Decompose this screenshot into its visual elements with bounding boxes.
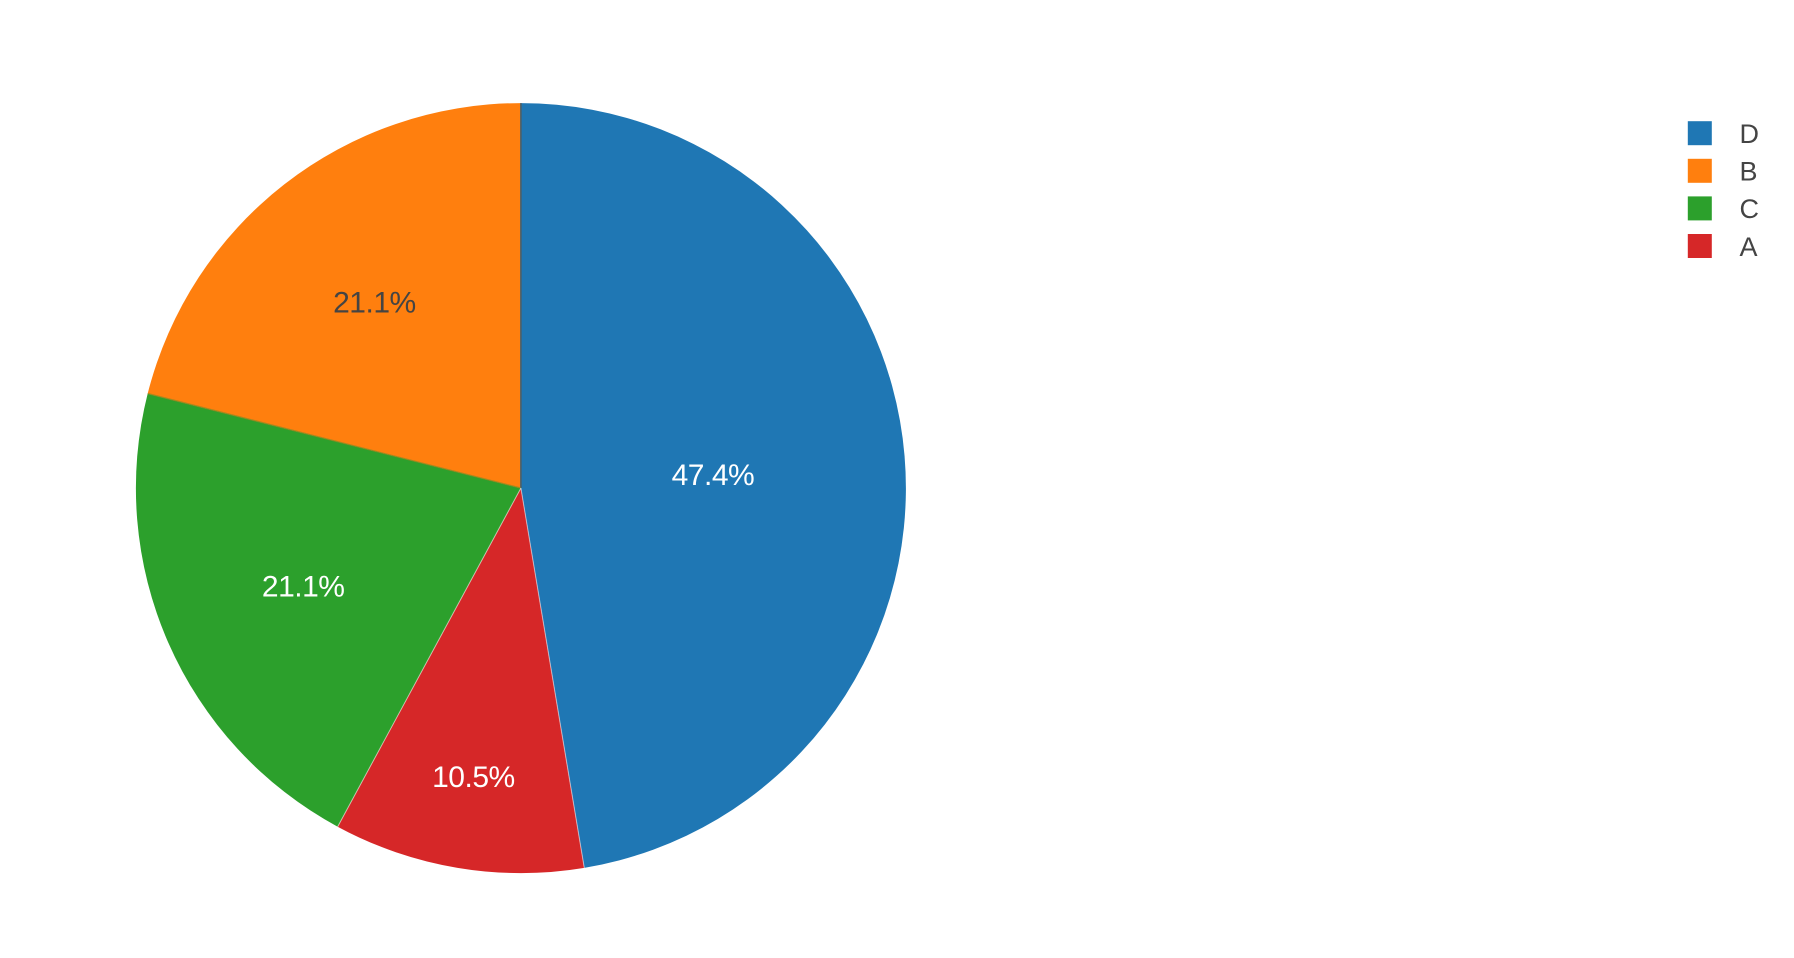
- svg-text:B: B: [1740, 157, 1758, 187]
- svg-text:D: D: [1740, 119, 1760, 149]
- svg-text:C: C: [1740, 194, 1760, 224]
- svg-text:21.1%: 21.1%: [262, 571, 345, 604]
- svg-text:10.5%: 10.5%: [432, 761, 515, 794]
- svg-text:47.4%: 47.4%: [672, 459, 755, 492]
- svg-text:21.1%: 21.1%: [333, 286, 416, 319]
- svg-text:A: A: [1740, 232, 1758, 262]
